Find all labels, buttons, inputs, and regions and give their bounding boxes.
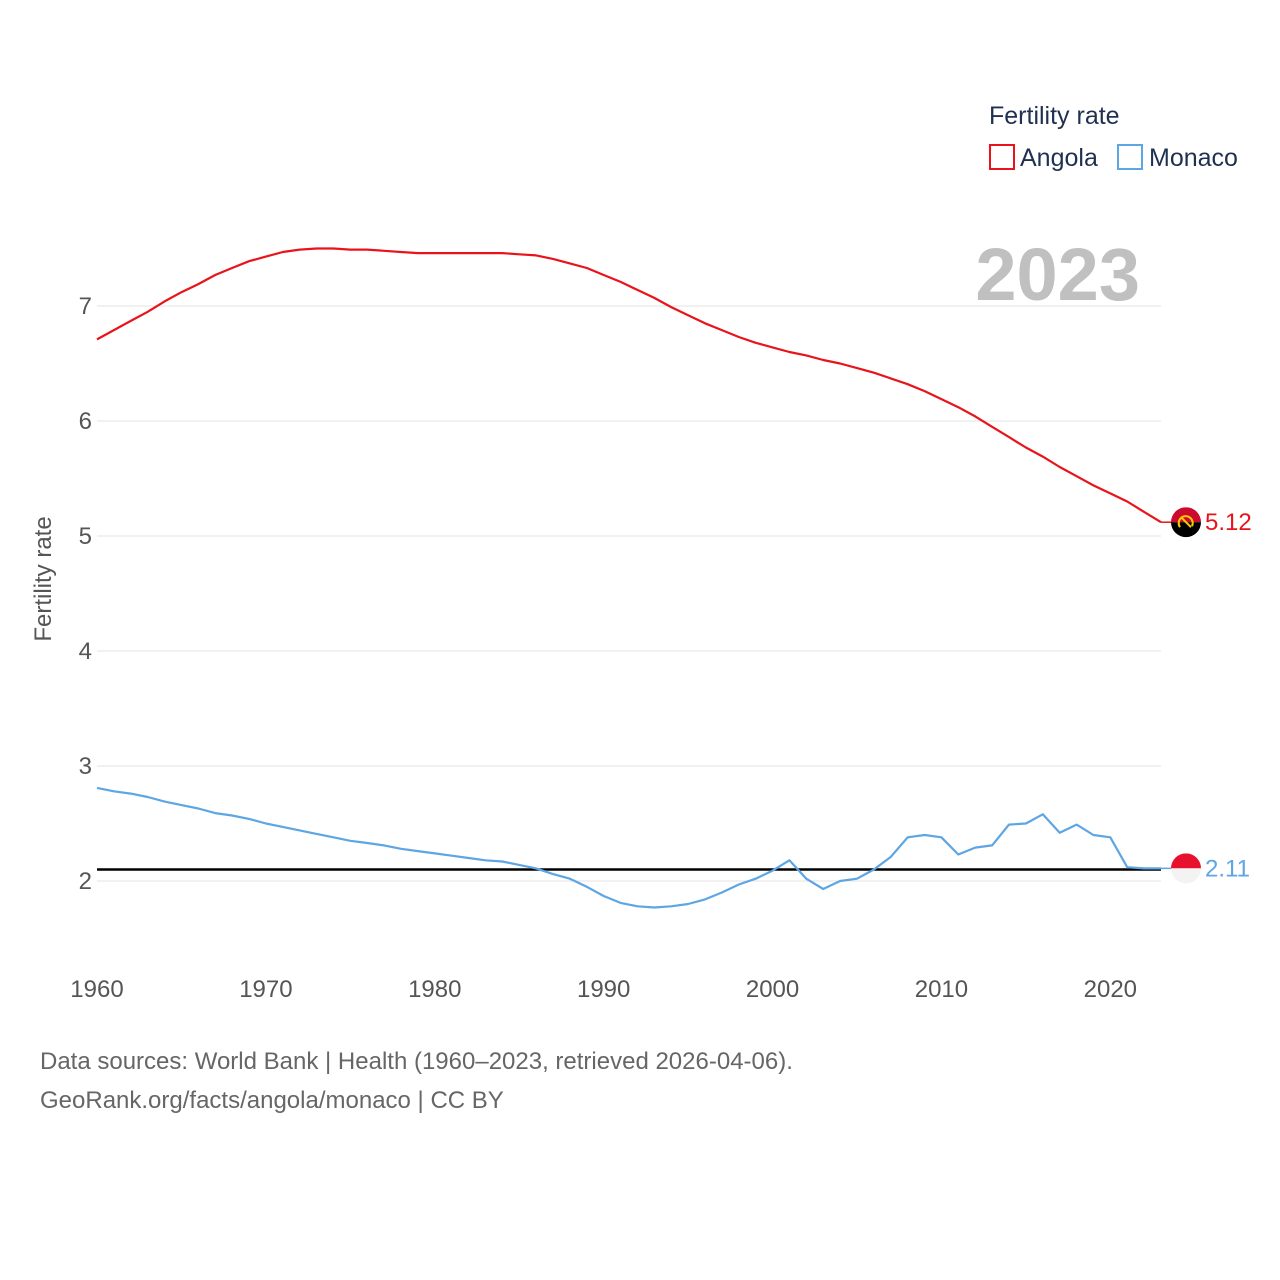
series-end-markers: 5.12 2.11 <box>1161 507 1252 884</box>
flag-stripe-red <box>1171 853 1201 869</box>
flag-stripe-red <box>1171 507 1201 523</box>
y-axis-ticks: 2 3 4 5 6 7 <box>79 293 92 895</box>
legend: Fertility rate Angola Monaco <box>989 102 1238 172</box>
x-tick-label: 2000 <box>746 976 799 1003</box>
monaco-flag-icon <box>1171 853 1201 884</box>
current-year-label: 2023 <box>975 233 1140 316</box>
flag-emblem <box>1177 515 1194 528</box>
y-axis-title: Fertility rate <box>30 516 57 641</box>
attribution-link[interactable]: GeoRank.org/facts/angola/monaco | CC BY <box>40 1087 504 1114</box>
x-tick-label: 1970 <box>239 976 292 1003</box>
legend-label-angola: Angola <box>1020 144 1098 172</box>
x-tick-label: 1960 <box>70 976 123 1003</box>
legend-item-monaco[interactable]: Monaco <box>1117 144 1238 172</box>
legend-swatch-angola <box>989 144 1015 170</box>
legend-title: Fertility rate <box>989 102 1120 130</box>
end-value-label-monaco: 2.11 <box>1205 855 1250 882</box>
flag-stripe-white <box>1171 868 1201 884</box>
x-tick-label: 2020 <box>1084 976 1137 1003</box>
y-tick-label: 6 <box>79 408 92 435</box>
y-tick-label: 3 <box>79 753 92 780</box>
footer: Data sources: World Bank | Health (1960–… <box>40 1042 793 1120</box>
y-tick-label: 7 <box>79 293 92 320</box>
gridlines <box>97 305 1161 882</box>
series-line-angola <box>96 247 1162 524</box>
y-tick-label: 4 <box>79 638 92 665</box>
x-tick-label: 2010 <box>915 976 968 1003</box>
data-sources-note: Data sources: World Bank | Health (1960–… <box>40 1048 793 1075</box>
legend-item-angola[interactable]: Angola <box>989 144 1098 172</box>
end-value-label-angola: 5.12 <box>1205 509 1252 536</box>
x-axis-ticks: 1960 1970 1980 1990 2000 2010 2020 <box>70 976 1137 1003</box>
angola-flag-icon <box>1171 507 1201 538</box>
flag-stripe-black <box>1171 522 1201 538</box>
flag-fill <box>1171 507 1201 538</box>
x-tick-label: 1980 <box>408 976 461 1003</box>
flag-machete <box>1180 516 1192 528</box>
y-tick-label: 2 <box>79 868 92 895</box>
series-line-monaco <box>96 786 1161 909</box>
flag-fill <box>1171 853 1201 884</box>
y-tick-label: 5 <box>79 523 92 550</box>
legend-swatch-monaco <box>1117 144 1143 170</box>
series-lines <box>96 247 1162 909</box>
x-tick-label: 1990 <box>577 976 630 1003</box>
legend-label-monaco: Monaco <box>1149 144 1238 172</box>
